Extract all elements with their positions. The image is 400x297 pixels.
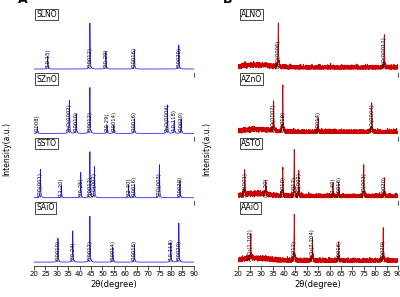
Text: ZnO(0002): ZnO(0002) <box>271 104 276 132</box>
Text: (00016): (00016) <box>132 111 137 132</box>
Text: SLNO: SLNO <box>36 10 57 19</box>
Text: ASTO: ASTO <box>241 139 261 148</box>
Text: (20-25): (20-25) <box>78 177 83 197</box>
Text: STO(003): STO(003) <box>361 172 366 197</box>
Text: (00012): (00012) <box>292 176 297 197</box>
Text: Intensity(a.u.): Intensity(a.u.) <box>2 121 11 176</box>
Text: (00010): (00010) <box>280 111 285 132</box>
X-axis label: 2θ(degree): 2θ(degree) <box>90 280 137 289</box>
Text: (00012): (00012) <box>87 240 92 261</box>
Text: STO(003): STO(003) <box>157 172 162 197</box>
Text: (00012): (00012) <box>87 111 92 132</box>
Text: LNO(00012): LNO(00012) <box>382 36 387 68</box>
Text: (00010): (00010) <box>280 176 285 197</box>
Text: B: B <box>222 0 232 6</box>
Text: ZnO(0004): ZnO(0004) <box>369 104 374 132</box>
Text: (00016): (00016) <box>132 176 137 197</box>
Text: Intensity(a.u.): Intensity(a.u.) <box>202 121 211 176</box>
Text: (00012): (00012) <box>292 240 297 261</box>
Text: STO(001): STO(001) <box>38 172 43 197</box>
Text: (00010): (00010) <box>56 240 60 261</box>
Text: (00012): (00012) <box>87 47 92 68</box>
Text: (00012): (00012) <box>87 176 92 197</box>
Text: (00014): (00014) <box>316 111 321 132</box>
Text: (00020): (00020) <box>176 47 181 68</box>
Text: (10-118): (10-118) <box>168 238 173 261</box>
Text: (00014): (00014) <box>111 111 116 132</box>
Text: STO(001): STO(001) <box>242 172 247 197</box>
Text: ZnO(0004): ZnO(0004) <box>165 104 170 132</box>
Text: Al₂O₃(1-102): Al₂O₃(1-102) <box>248 228 253 261</box>
Text: Al₂O₃(2-204): Al₂O₃(2-204) <box>310 228 315 261</box>
Text: (20-29): (20-29) <box>103 48 108 68</box>
Text: (00010): (00010) <box>74 111 79 132</box>
Text: (00016): (00016) <box>336 240 341 261</box>
Text: (00020): (00020) <box>382 176 387 197</box>
Text: (0008): (0008) <box>35 115 40 132</box>
Text: (11-20): (11-20) <box>263 177 268 197</box>
Text: SAiO: SAiO <box>36 203 55 212</box>
Text: (20-29): (20-29) <box>104 113 110 132</box>
Text: (00016): (00016) <box>132 240 137 261</box>
Text: ALNO: ALNO <box>241 10 262 19</box>
Text: (11-20): (11-20) <box>59 177 64 197</box>
X-axis label: 2θ(degree): 2θ(degree) <box>295 280 342 289</box>
Text: ZnO(0002): ZnO(0002) <box>67 104 72 132</box>
Text: SZnO: SZnO <box>36 75 57 84</box>
Text: (00020): (00020) <box>176 240 181 261</box>
Text: (10-118): (10-118) <box>172 110 177 132</box>
Text: A: A <box>18 0 28 6</box>
Text: (20-24): (20-24) <box>70 241 75 261</box>
Text: AAiO: AAiO <box>241 203 260 212</box>
Text: STO(002): STO(002) <box>92 172 97 197</box>
Text: (00014): (00014) <box>110 240 115 261</box>
Text: (00020): (00020) <box>381 240 386 261</box>
Text: SSTO: SSTO <box>36 139 56 148</box>
Text: (10-15): (10-15) <box>45 48 50 68</box>
Text: (00016): (00016) <box>336 176 341 197</box>
Text: STO(002): STO(002) <box>296 172 301 197</box>
Text: (00020): (00020) <box>179 111 184 132</box>
Text: (00020): (00020) <box>178 176 182 197</box>
Text: (22-40): (22-40) <box>126 177 131 197</box>
Text: LNO(0006): LNO(0006) <box>276 40 281 68</box>
Text: AZnO: AZnO <box>241 75 262 84</box>
Text: (00016): (00016) <box>132 47 137 68</box>
Text: (22-40): (22-40) <box>330 177 336 197</box>
